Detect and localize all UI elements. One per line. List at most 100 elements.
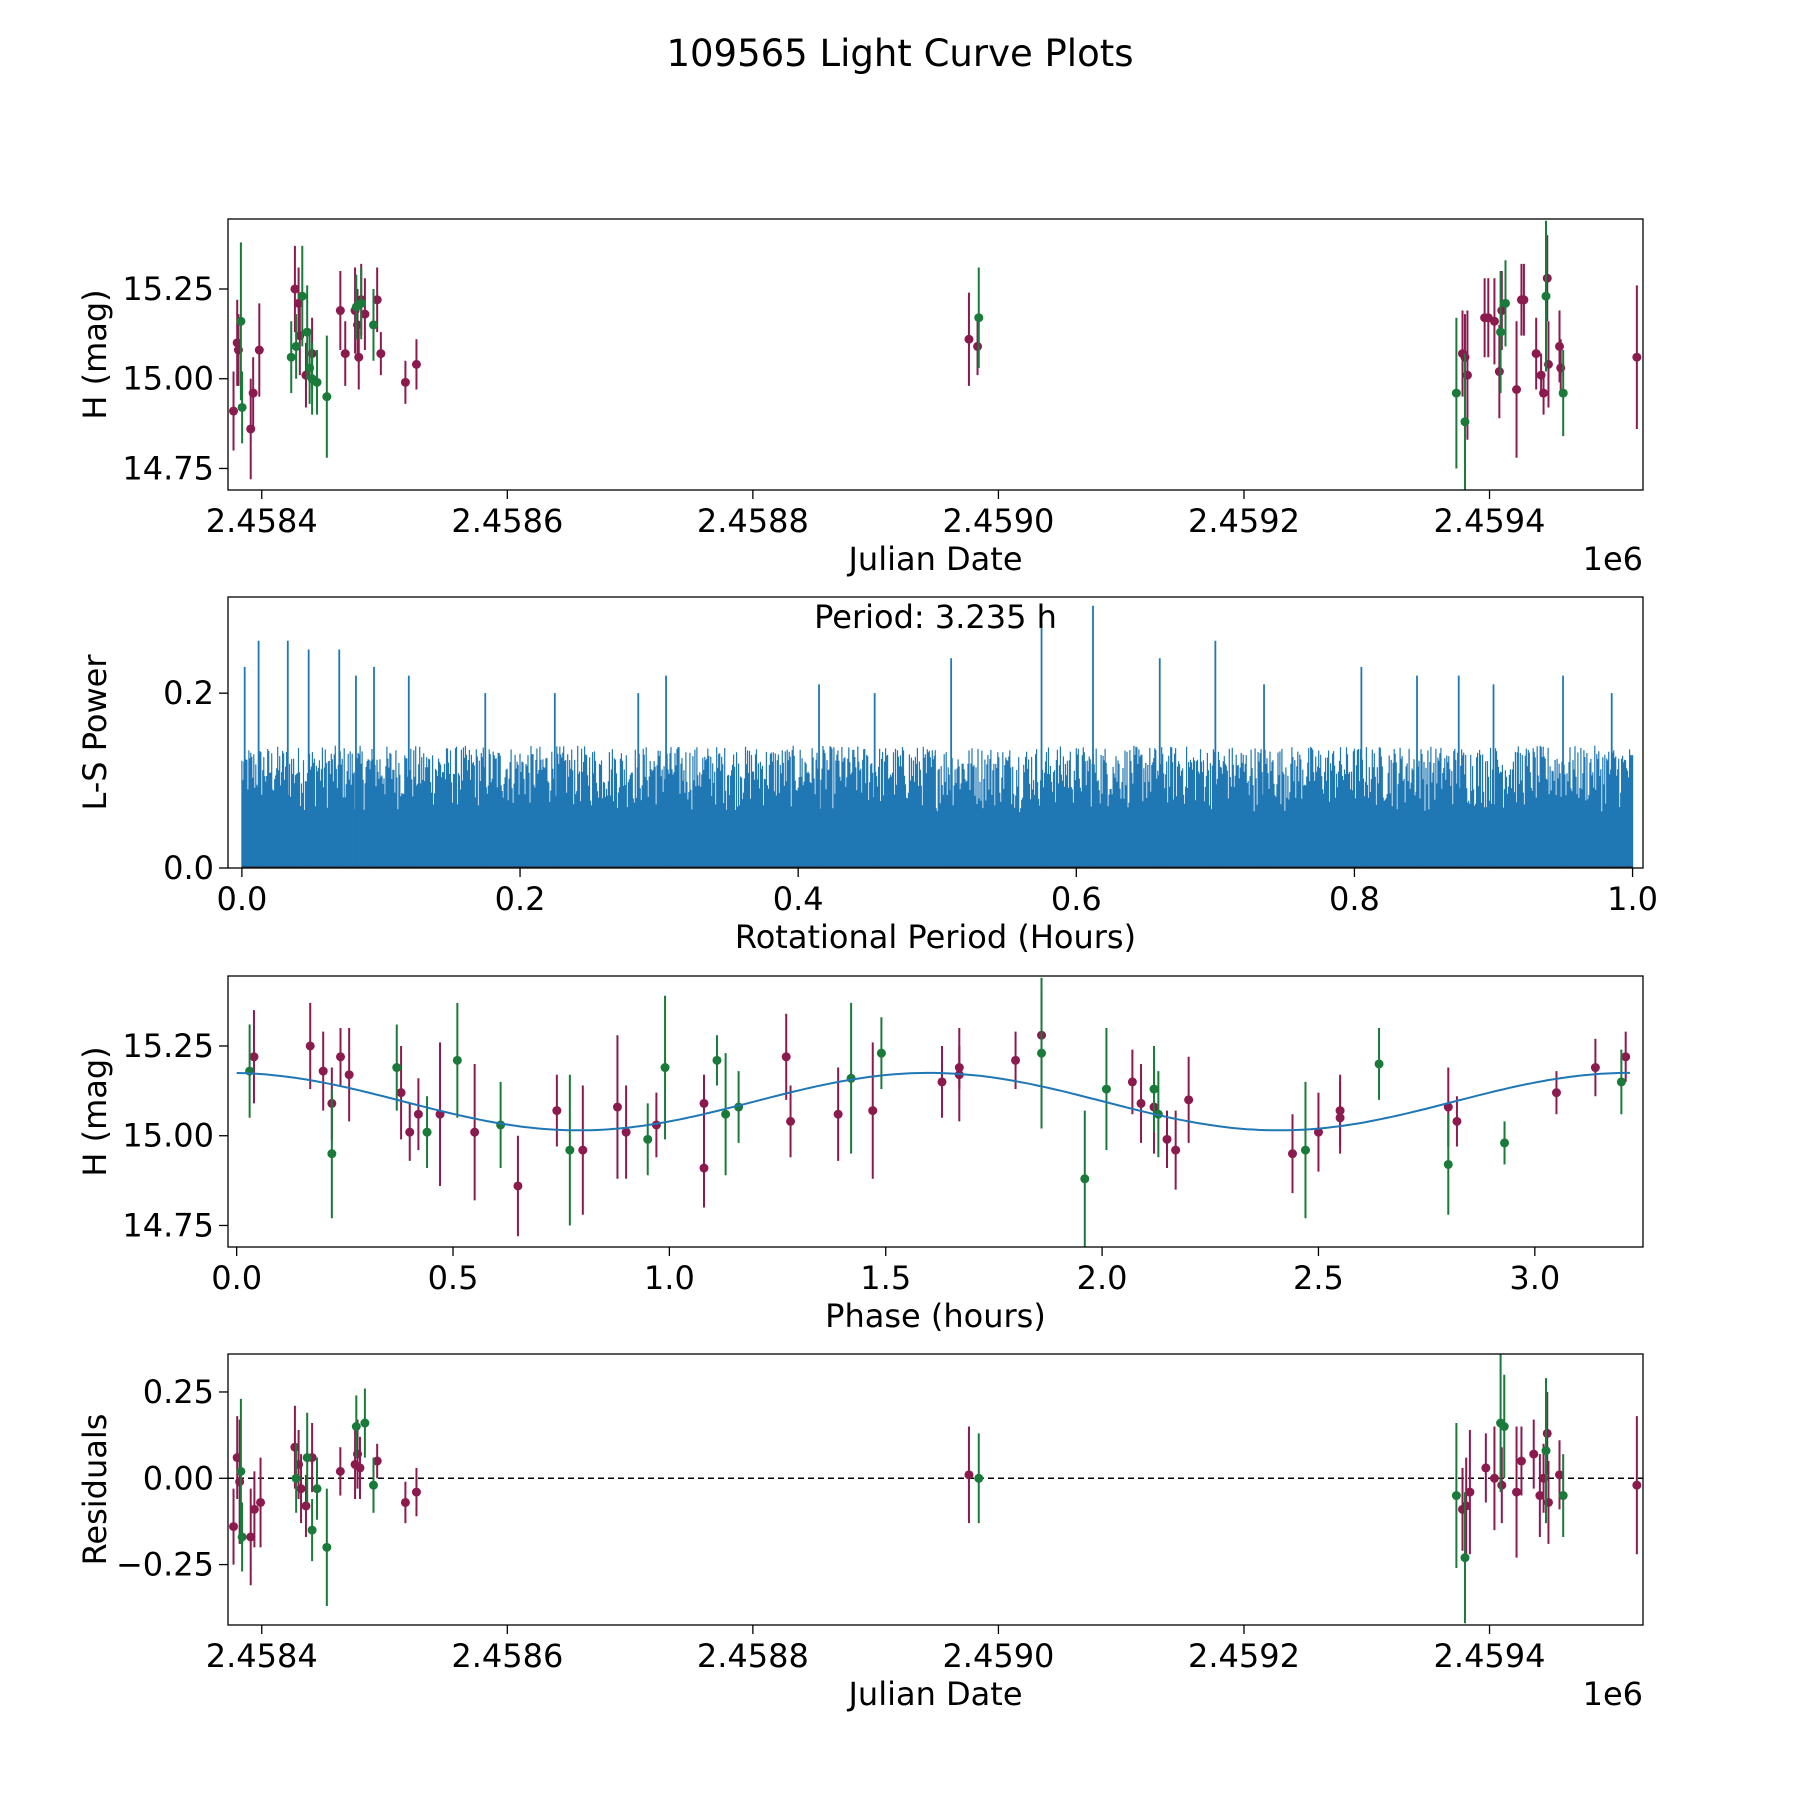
phased-frame <box>227 975 1644 1248</box>
phased-point <box>721 1109 731 1119</box>
phased-point <box>1184 1095 1194 1105</box>
periodogram-y-tick-label: 0.2 <box>163 674 214 712</box>
lightcurve-point <box>1494 367 1504 377</box>
residuals-point <box>1516 1456 1526 1466</box>
phased-point <box>405 1127 415 1137</box>
residuals-point <box>312 1484 322 1494</box>
residuals-offset-label: 1e6 <box>1583 1675 1643 1713</box>
phased-point <box>699 1163 709 1173</box>
residuals-point <box>1542 1428 1552 1438</box>
lightcurve-point <box>368 320 378 330</box>
residuals-x-tick-label: 2.4584 <box>206 1637 318 1675</box>
periodogram-x-tick-label: 0.8 <box>1329 880 1380 918</box>
lightcurve-x-tick-label: 2.4594 <box>1434 502 1546 540</box>
residuals-point <box>368 1480 378 1490</box>
lightcurve-point <box>1558 388 1568 398</box>
phased-point <box>1101 1084 1111 1094</box>
periodogram-plot: 0.0 0.2 0.4 0.6 0.8 1.0 0.0 0.2 Rotational Perio… <box>76 596 1658 956</box>
phased-point <box>452 1055 462 1065</box>
phased-point <box>1443 1102 1453 1112</box>
periodogram-power-fill <box>241 812 1633 868</box>
phased-y-axis-label: H (mag) <box>76 1046 114 1176</box>
phased-point <box>1037 1048 1047 1058</box>
phased-point <box>318 1066 328 1076</box>
phased-plot: 0.0 0.5 1.0 1.5 2.0 2.5 3.0 14.75 15.00 15.25 Phas… <box>76 975 1644 1335</box>
residuals-point <box>307 1525 317 1535</box>
lightcurve-y-tick-label: 15.25 <box>122 270 214 308</box>
phased-point <box>1313 1127 1323 1137</box>
residuals-point <box>1555 1470 1565 1480</box>
phased-point <box>1149 1084 1159 1094</box>
lightcurve-point <box>232 338 242 348</box>
phased-point <box>578 1145 588 1155</box>
phased-point <box>1452 1116 1462 1126</box>
phased-point <box>1621 1052 1631 1062</box>
phased-y-tick-label: 14.75 <box>122 1206 214 1244</box>
phased-point <box>699 1098 709 1108</box>
residuals-point <box>411 1487 421 1497</box>
periodogram-x-axis-label: Rotational Period (Hours) <box>735 918 1136 956</box>
phased-point <box>712 1055 722 1065</box>
residuals-point <box>246 1532 256 1542</box>
residuals-point <box>974 1473 984 1483</box>
residuals-point <box>249 1504 259 1514</box>
lightcurve-point <box>411 359 421 369</box>
lightcurve-point <box>356 298 366 308</box>
residuals-point <box>1499 1421 1509 1431</box>
residuals-point <box>372 1456 382 1466</box>
lightcurve-plot: 2.4584 2.4586 2.4588 2.4590 2.4592 2.4594 14.7… <box>76 218 1644 578</box>
residuals-point <box>1497 1480 1507 1490</box>
phased-fit-curve <box>236 1071 1630 1132</box>
residuals-plot-area <box>228 1354 1643 1624</box>
residuals-point <box>1460 1553 1470 1563</box>
lightcurve-x-tick-label: 2.4592 <box>1188 502 1300 540</box>
lightcurve-x-tick-label: 2.4588 <box>697 502 809 540</box>
phased-point <box>1551 1088 1561 1098</box>
lightcurve-point <box>248 388 258 398</box>
lightcurve-offset-label: 1e6 <box>1583 540 1643 578</box>
phased-point <box>937 1077 947 1087</box>
phased-x-tick-label: 0.5 <box>428 1259 479 1297</box>
periodogram-x-tick-label: 1.0 <box>1607 880 1658 918</box>
figure-title: 109565 Light Curve Plots <box>666 32 1133 75</box>
lightcurve-point <box>1541 291 1551 301</box>
residuals-plot: 2.4584 2.4586 2.4588 2.4590 2.4592 2.4594 −0.2… <box>76 1353 1644 1713</box>
phased-point <box>422 1127 432 1137</box>
residuals-point <box>1451 1491 1461 1501</box>
residuals-x-axis-label: Julian Date <box>846 1675 1022 1713</box>
periodogram-x-tick-label: 0.6 <box>1051 880 1102 918</box>
phased-point <box>1171 1145 1181 1155</box>
lightcurve-point <box>254 345 264 355</box>
residuals-point <box>1632 1480 1642 1490</box>
residuals-frame <box>227 1353 1644 1626</box>
residuals-x-tick-label: 2.4588 <box>697 1637 809 1675</box>
lightcurve-point <box>286 352 296 362</box>
phased-point <box>1287 1149 1297 1159</box>
phased-point <box>1590 1063 1600 1073</box>
residuals-point <box>1558 1491 1568 1501</box>
lightcurve-plot-area <box>229 220 1642 490</box>
periodogram-title: Period: 3.235 h <box>814 598 1057 636</box>
phased-point <box>1335 1113 1345 1123</box>
phased-point <box>612 1102 622 1112</box>
phased-point <box>305 1041 315 1051</box>
phased-point <box>552 1106 562 1116</box>
residuals-point <box>1461 1501 1471 1511</box>
lightcurve-point <box>372 295 382 305</box>
phased-plot-area <box>236 977 1631 1247</box>
residuals-point <box>322 1542 332 1552</box>
phased-point <box>513 1181 523 1191</box>
phased-point <box>1300 1145 1310 1155</box>
phased-x-tick-label: 1.0 <box>644 1259 695 1297</box>
lightcurve-point <box>1512 384 1522 394</box>
phased-x-tick-label: 3.0 <box>1509 1259 1560 1297</box>
phased-y-tick-label: 15.00 <box>122 1117 214 1155</box>
phased-point <box>565 1145 575 1155</box>
residuals-point <box>256 1497 266 1507</box>
phased-point <box>1080 1174 1090 1184</box>
lightcurve-point <box>291 341 301 351</box>
lightcurve-x-tick-label: 2.4590 <box>942 502 1054 540</box>
residuals-y-tick-label: −0.25 <box>116 1546 214 1584</box>
lightcurve-x-axis-label: Julian Date <box>846 540 1022 578</box>
